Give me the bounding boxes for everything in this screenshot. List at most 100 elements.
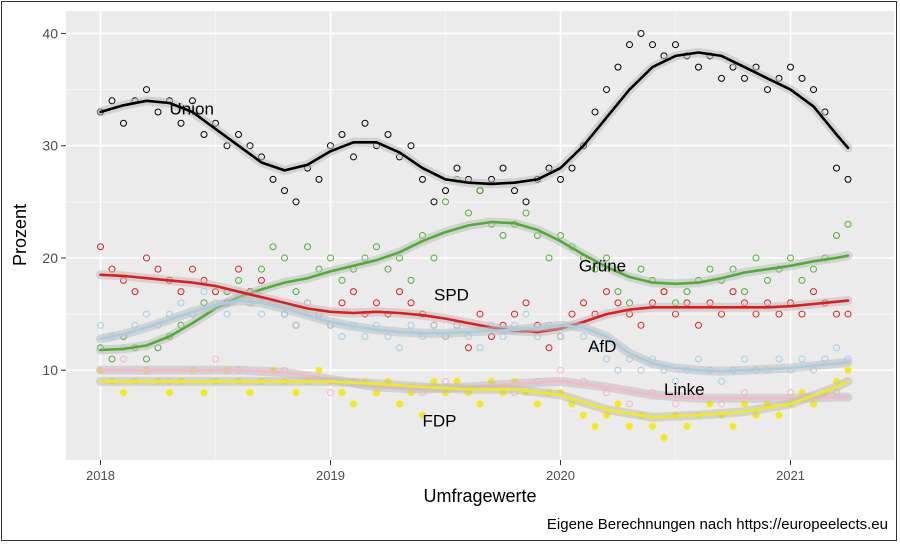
spd-point [177,288,185,296]
union-point [626,41,633,49]
union-point [764,86,771,94]
gruene-point [637,265,645,273]
gruene-point [683,288,691,296]
spd-point [614,299,622,307]
spd-point [338,299,346,307]
afd-label: AfD [588,337,616,356]
afd-point [614,366,622,374]
union-point [637,29,645,37]
caption: Eigene Berechnungen nach https://europee… [547,516,888,533]
spd-point [235,265,242,273]
fdp-point [626,422,633,430]
spd-point [476,310,484,318]
afd-point [361,333,369,341]
fdp-trend-line [99,380,850,419]
afd-point [637,366,645,374]
fdp-point [419,411,426,419]
gruene-point [522,209,530,217]
fdp-point [338,389,346,397]
spd-point [729,288,737,296]
gruene-point [465,209,472,217]
fdp-point [580,411,587,419]
union-point [649,41,656,49]
union-point [154,108,162,116]
spd-point [844,310,852,318]
gruene-point [798,276,806,284]
gruene-point [810,265,817,273]
gruene-point [108,355,116,363]
afd-point [603,355,610,363]
gruene-label: Grüne [579,256,626,275]
fdp-label: FDP [423,411,457,430]
gruene-point [614,288,622,296]
spd-point [465,344,472,352]
fdp-point [683,422,691,430]
linke-point [327,389,334,397]
fdp-point [120,389,127,397]
afd-point [741,355,748,363]
afd-point [223,310,231,318]
linke-point [212,355,219,363]
union-point [407,142,415,150]
union-point [442,187,449,195]
spd-point [833,310,840,318]
spd-label: SPD [434,286,469,305]
axes: 2018 2019 2020 2021 10 20 30 40 [42,25,805,483]
spd-point [660,288,668,296]
union-point [603,86,610,94]
union-point [384,130,392,138]
fdp-point [246,389,254,397]
fdp-point [591,422,599,430]
afd-point [557,333,564,341]
spd-point [522,299,530,307]
union-point [189,97,196,105]
union-point [269,175,277,183]
gruene-point [373,243,380,251]
x-tick-label: 2019 [316,468,345,483]
union-point [292,198,300,206]
spd-point [568,310,576,318]
fdp-point [729,422,737,430]
fdp-point [200,389,208,397]
union-point [419,175,426,183]
gruene-point [269,243,277,251]
union-point [522,198,530,206]
afd-point [143,310,150,318]
spd-point [350,288,357,296]
afd-point [396,344,403,352]
spd-point [511,310,518,318]
afd-point [430,321,438,329]
union-point [798,74,806,82]
gruene-point [752,254,760,262]
linke-point [557,366,564,374]
fdp-point [292,389,300,397]
spd-point [143,254,150,262]
spd-point [373,299,380,307]
gruene-point [304,243,311,251]
gruene-point [591,265,599,273]
y-tick-label: 30 [42,138,58,154]
afd-point [833,344,840,352]
gruene-point [545,254,553,262]
union-point [361,119,369,127]
gruene-point [442,198,449,206]
spd-trend-line [99,273,850,334]
afd-point [177,299,185,307]
linke-point [626,400,633,408]
y-tick-label: 10 [42,362,58,378]
union-point [143,86,150,94]
union-point [315,175,323,183]
union-point [557,175,564,183]
union-point [844,175,852,183]
afd-trend-line [99,299,850,373]
union-point [235,130,242,138]
afd-point [522,310,530,318]
gruene-point [235,276,242,284]
gruene-point [603,254,610,262]
afd-point [476,344,484,352]
x-tick-label: 2020 [546,468,575,483]
x-tick-label: 2018 [86,468,115,483]
spd-point [407,299,415,307]
spd-point [603,288,610,296]
